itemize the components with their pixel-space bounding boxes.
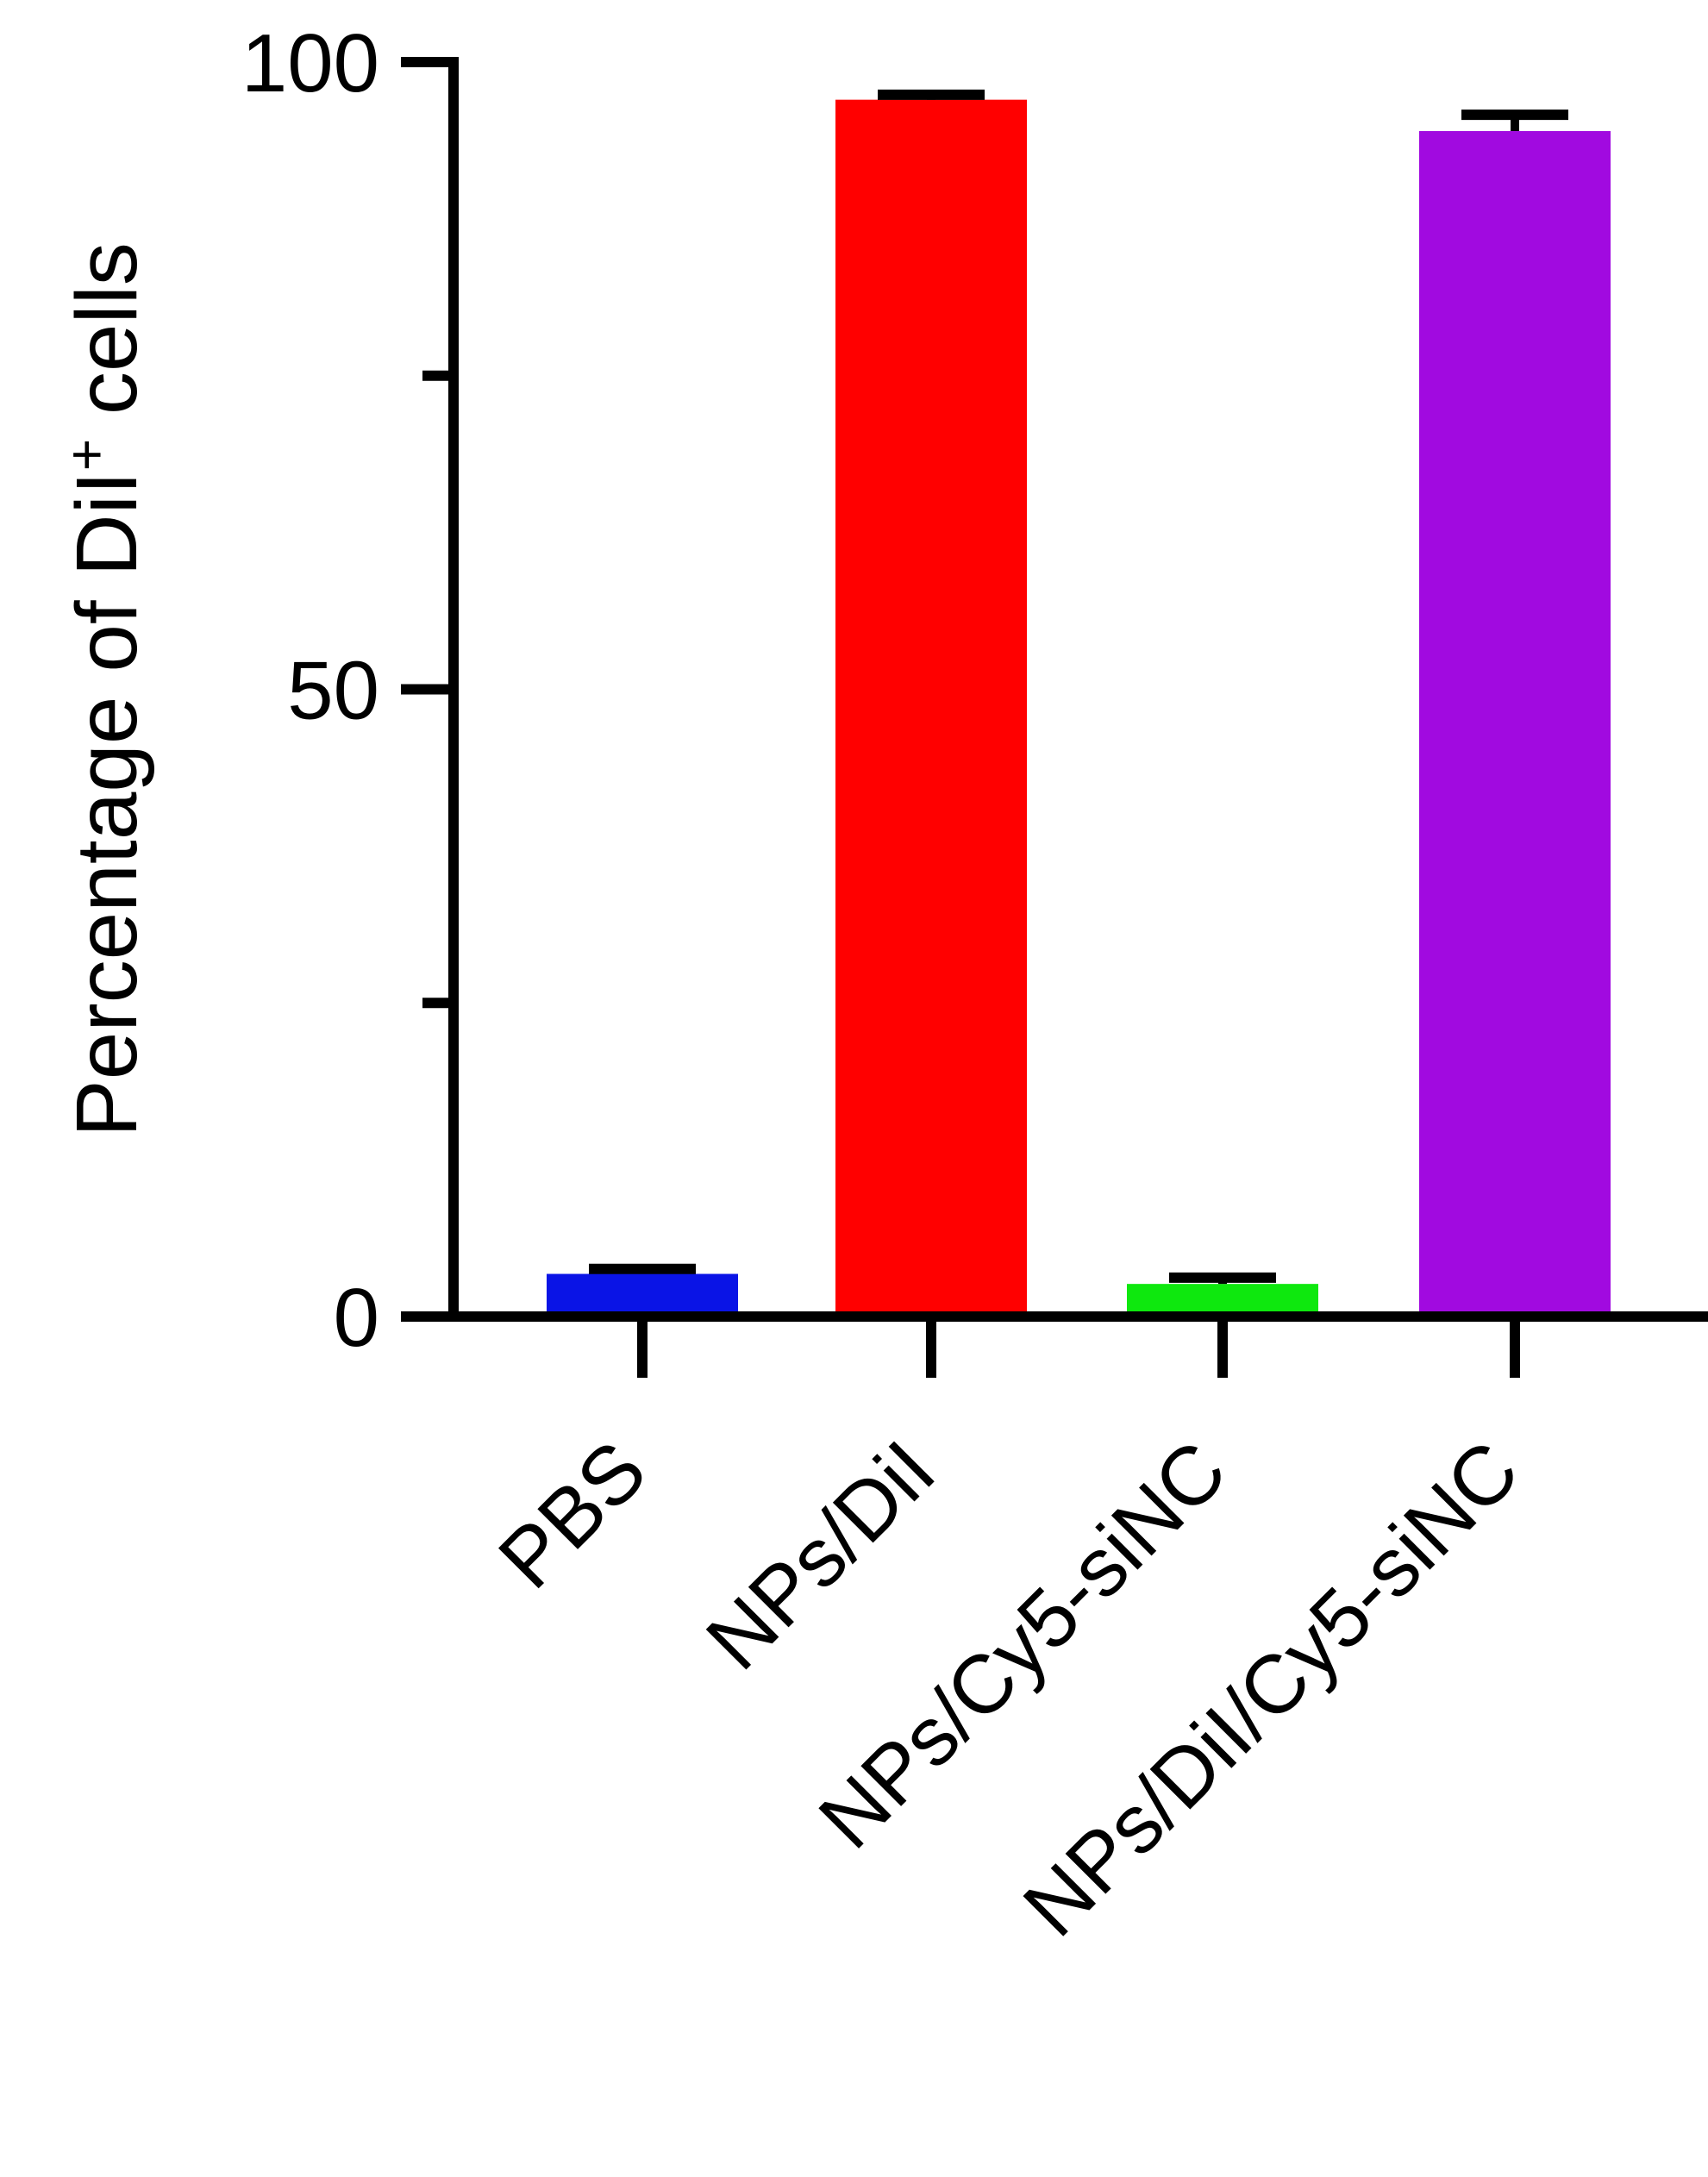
- y-ticks-layer: 0 50 100: [241, 17, 454, 1364]
- x-category-label: PBS: [481, 1423, 663, 1605]
- bar: [835, 99, 1027, 1317]
- y-tick-label: 50: [287, 645, 379, 737]
- error-bars-layer: [589, 89, 1568, 1285]
- y-axis-title: Percentage of DiI+ cells: [55, 242, 155, 1137]
- y-tick-label: 100: [241, 17, 379, 109]
- bars-layer: [547, 99, 1611, 1317]
- y-axis-title-tail: cells: [59, 242, 155, 439]
- x-category-label: NPs/DiI: [689, 1423, 953, 1687]
- x-category-label: NPs/DiI/Cy5-siNC: [1006, 1423, 1536, 1954]
- y-axis-title-superscript: +: [55, 439, 117, 471]
- y-tick-label: 0: [334, 1272, 379, 1364]
- bar: [547, 1273, 738, 1317]
- bar: [1419, 131, 1611, 1317]
- bar: [1127, 1284, 1318, 1317]
- y-axis-title-main: Percentage of DiI: [59, 471, 155, 1137]
